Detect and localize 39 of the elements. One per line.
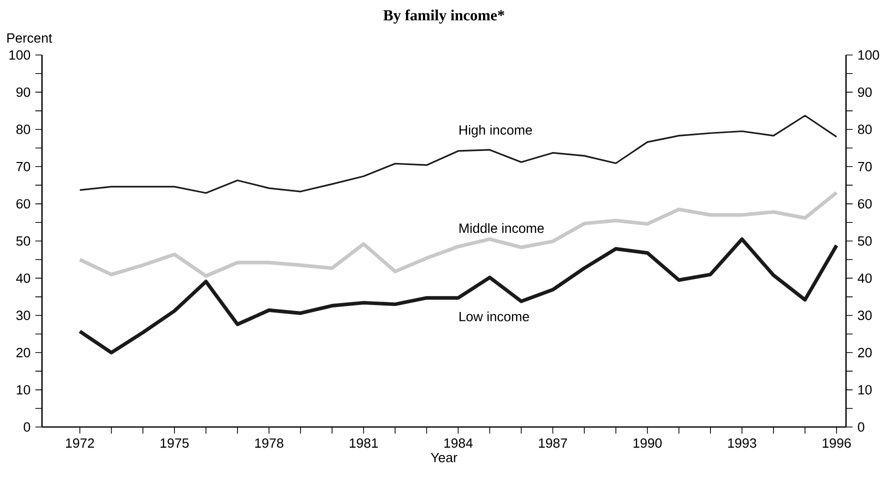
y2-tick-label: 0 xyxy=(858,422,864,432)
series-label: Low income xyxy=(460,312,529,322)
x-tick-label: 1972 xyxy=(66,438,94,448)
y2-tick-label: 80 xyxy=(858,124,872,134)
y-tick-label: 20 xyxy=(16,348,30,358)
x-tick-label: 1990 xyxy=(634,438,662,448)
x-tick-label: 1984 xyxy=(444,438,473,448)
x-tick-label: 1975 xyxy=(160,438,189,448)
line-series xyxy=(78,190,838,278)
y-tick-label: 50 xyxy=(16,236,30,246)
series-label: Middle income xyxy=(460,223,544,233)
y-tick-label: 0 xyxy=(24,422,30,432)
y2-tick-label: 50 xyxy=(858,236,872,246)
y2-tick-label: 40 xyxy=(858,273,872,283)
x-tick-label: 1993 xyxy=(728,438,756,448)
y-tick-label: 40 xyxy=(16,273,30,283)
y-axis-title: Percent xyxy=(7,33,52,43)
y-tick-label: 90 xyxy=(16,87,30,97)
y-tick-label: 30 xyxy=(16,310,30,320)
y2-tick-label: 30 xyxy=(858,310,872,320)
x-tick-label: 1978 xyxy=(255,438,284,448)
y2-tick-label: 70 xyxy=(858,162,872,172)
x-tick-label: 1996 xyxy=(822,438,851,448)
y2-tick-label: 90 xyxy=(858,87,872,97)
y-tick-label: 100 xyxy=(9,50,30,60)
x-tick-label: 1981 xyxy=(350,438,378,448)
chart-title: By family income* xyxy=(383,10,504,24)
y2-tick-label: 20 xyxy=(858,348,872,358)
y2-tick-label: 100 xyxy=(858,50,880,60)
y-tick-label: 10 xyxy=(16,385,30,395)
y2-tick-label: 60 xyxy=(858,199,872,209)
x-tick-label: 1987 xyxy=(538,438,567,448)
line-series xyxy=(78,237,838,354)
y2-tick-label: 10 xyxy=(858,385,872,395)
y-tick-label: 60 xyxy=(16,199,30,209)
y-tick-label: 80 xyxy=(16,124,30,134)
series-label: High income xyxy=(460,124,532,138)
x-axis-title: Year xyxy=(430,452,458,462)
y-tick-label: 70 xyxy=(16,162,30,172)
